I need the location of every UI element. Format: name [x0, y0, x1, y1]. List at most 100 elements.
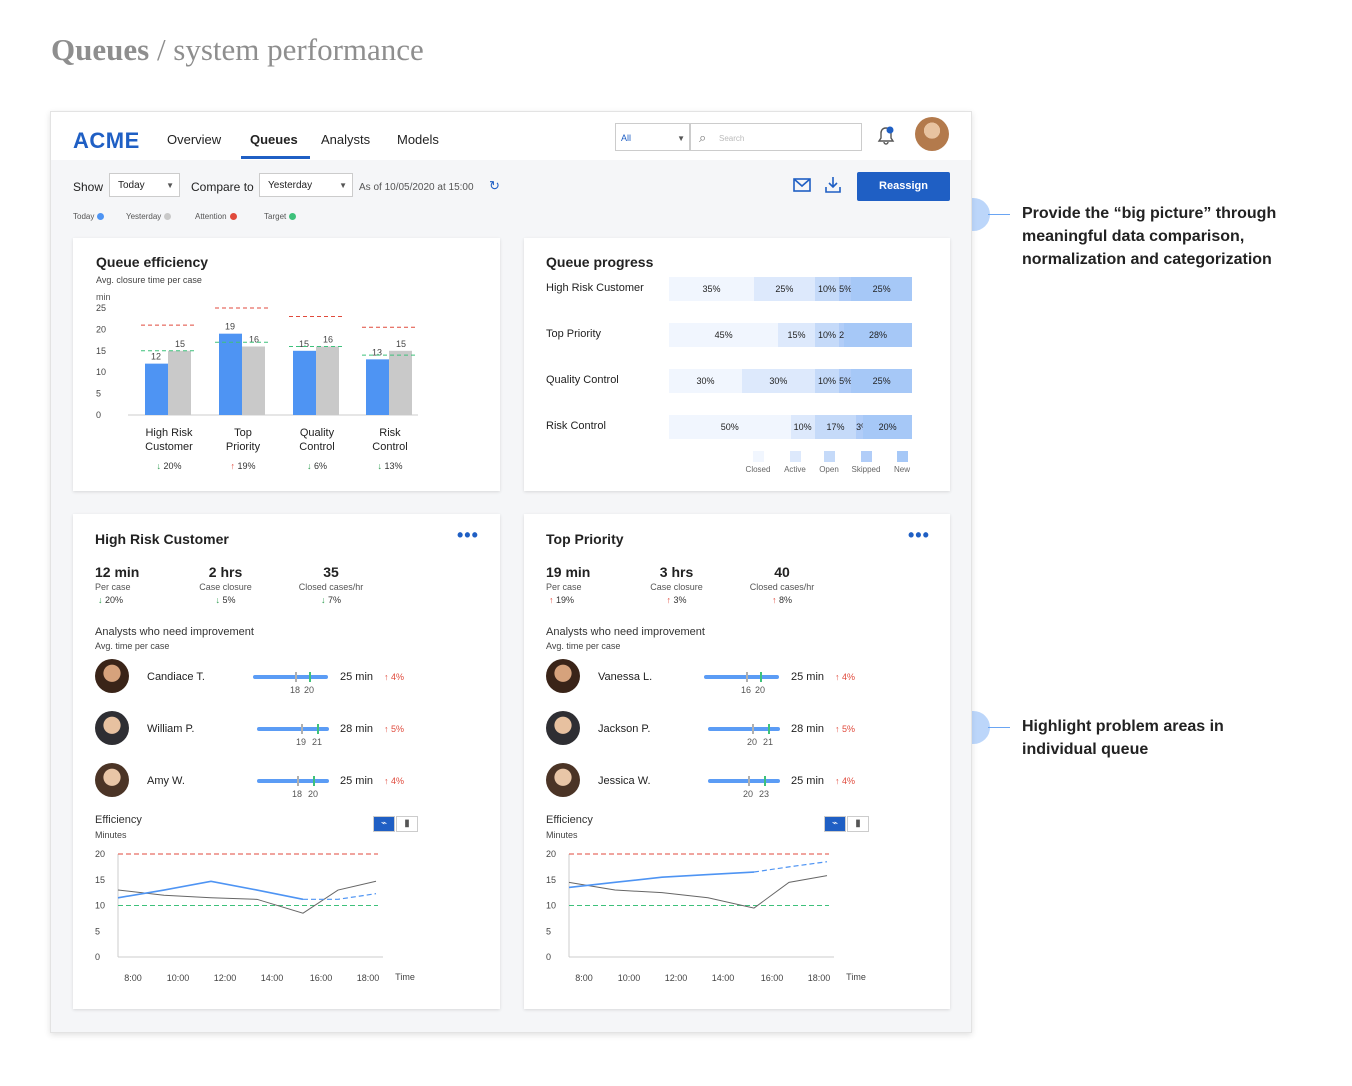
analyst-name[interactable]: Candiace T. [147, 671, 205, 683]
y-tick-label: 20 [96, 324, 106, 334]
y-tick-label: 10 [95, 901, 105, 911]
analyst-avatar [95, 711, 129, 745]
user-avatar[interactable] [915, 117, 949, 151]
analyst-name[interactable]: Vanessa L. [598, 671, 653, 683]
analyst-change: ↑ 4% [384, 776, 404, 786]
range-label: 23 [759, 789, 770, 799]
analysts-title: Analysts who need improvement [546, 626, 705, 638]
progress-segment: 35% [669, 277, 755, 301]
arrow-down-icon: ↓ [156, 461, 164, 471]
metric-change-value: 7% [328, 595, 342, 605]
progress-segment: 5% [839, 369, 852, 393]
analyst-name[interactable]: Jackson P. [598, 723, 651, 735]
metric: 40 Closed cases/hr ↑ 8% [737, 564, 827, 605]
target-marker [760, 672, 762, 682]
search-input[interactable]: ⌕ Search [690, 123, 862, 151]
more-options-icon[interactable]: ••• [908, 525, 930, 545]
range-label: 19 [296, 737, 307, 747]
download-icon[interactable] [825, 176, 841, 193]
change-indicator: ↓ 20% [129, 459, 209, 473]
notification-bell-icon[interactable] [877, 126, 895, 146]
range-label: 20 [747, 737, 758, 747]
bar-chart-toggle-icon[interactable]: ▮ [396, 816, 418, 832]
category-label-line: Control [372, 441, 408, 453]
metric: 3 hrs Case closure ↑ 3% [632, 564, 722, 605]
efficiency-line-chart: 0 5 10 15 20 8:00 10:00 12:00 14:00 16:00 18:00 Tim… [546, 849, 866, 983]
bar-value-today: 12 [151, 352, 161, 362]
range-label: 21 [763, 737, 774, 747]
progress-legend-item: Closed [741, 451, 775, 474]
nav-queues[interactable]: Queues [250, 132, 298, 147]
metric-change-value: 20% [105, 595, 124, 605]
analyst-name[interactable]: Jessica W. [598, 775, 651, 787]
more-options-icon[interactable]: ••• [457, 525, 479, 545]
nav-analysts[interactable]: Analysts [321, 132, 371, 147]
app-window: ACME Overview Queues Analysts Models All… [50, 111, 972, 1033]
metric-value: 12 min [95, 564, 140, 580]
line-chart-toggle-icon[interactable]: ⌁ [824, 816, 846, 832]
queue-efficiency-bar-chart: 0 5 10 15 20 25 12 15 19 16 15 16 13 15 [96, 303, 418, 418]
analyst-name[interactable]: William P. [147, 723, 195, 735]
queue-efficiency-card: Queue efficiency Avg. closure time per c… [73, 238, 500, 491]
target-marker [317, 724, 319, 734]
metric-label: Per case [95, 582, 131, 592]
arrow-up-icon: ↑ [666, 595, 674, 605]
metric-label: Case closure [650, 582, 703, 592]
today-line [117, 880, 304, 901]
card-title: Queue efficiency [96, 254, 209, 270]
category-label: High Risk Customer ↓ 20% [129, 426, 209, 473]
target-marker [309, 672, 311, 682]
analyst-value: 28 min [340, 723, 374, 735]
arrow-down-icon: ↓ [306, 461, 314, 471]
progress-segment: 10% [814, 323, 840, 347]
metric: 19 min Per case ↑ 19% [546, 564, 636, 605]
card-title: Top Priority [546, 531, 624, 547]
efficiency-line-chart: 0 5 10 15 20 8:00 10:00 12:00 14:00 16:00 18:00 Tim… [95, 849, 415, 983]
bar-today [219, 333, 242, 415]
y-tick-label: 15 [95, 875, 105, 885]
analysts-title: Analysts who need improvement [95, 626, 254, 638]
arrow-up-icon: ↑ [384, 776, 392, 786]
analyst-value: 25 min [791, 671, 825, 683]
bar-chart-toggle-icon[interactable]: ▮ [847, 816, 869, 832]
y-tick-label: 5 [95, 926, 100, 936]
arrow-up-icon: ↑ [549, 595, 557, 605]
progress-segment: 25% [851, 369, 912, 393]
bar-value-today: 13 [372, 347, 382, 357]
x-axis-label: Time [846, 972, 866, 982]
refresh-icon[interactable]: ↻ [489, 178, 500, 193]
analysts-subtitle: Avg. time per case [546, 641, 621, 651]
show-select[interactable]: Today ▼ [109, 173, 180, 197]
progress-legend-item: Skipped [849, 451, 883, 474]
metric-value: 2 hrs [208, 564, 243, 580]
email-icon[interactable] [793, 178, 811, 192]
x-tick-label: 12:00 [214, 973, 237, 983]
top-priority-card: Top Priority ••• 19 min Per case ↑ 19% 3 hrs C… [524, 514, 950, 1009]
metric: 2 hrs Case closure ↓ 5% [181, 564, 271, 605]
metric-change: ↓ 20% [95, 595, 185, 605]
callout-big-picture: Provide the “big picture” through meanin… [1022, 205, 1277, 268]
arrow-up-icon: ↑ [384, 672, 392, 682]
nav-models[interactable]: Models [397, 132, 439, 147]
line-chart-toggle-icon[interactable]: ⌁ [373, 816, 395, 832]
callout-line [988, 214, 1010, 215]
filter-select[interactable]: All ▼ [615, 123, 690, 151]
arrow-up-icon: ↑ [835, 776, 843, 786]
x-tick-label: 12:00 [665, 973, 688, 983]
compare-select[interactable]: Yesterday ▼ [259, 173, 353, 197]
progress-segment: 25% [851, 277, 912, 301]
search-icon: ⌕ [699, 130, 707, 145]
analyst-name[interactable]: Amy W. [147, 775, 185, 787]
category-label-line: High Risk [145, 427, 193, 439]
high-risk-customer-card: High Risk Customer ••• 12 min Per case ↓ 20%… [73, 514, 500, 1009]
nav-overview[interactable]: Overview [167, 132, 222, 147]
reassign-button[interactable]: Reassign [857, 172, 950, 201]
x-tick-label: 8:00 [124, 973, 142, 983]
card-title: Queue progress [546, 254, 654, 270]
analyst-change: ↑ 5% [835, 724, 855, 734]
analyst-change-value: 4% [391, 776, 405, 786]
progress-legend-item: New [885, 451, 919, 474]
analyst-change-value: 4% [842, 776, 856, 786]
target-marker [768, 724, 770, 734]
bar-value-today: 15 [299, 339, 309, 349]
